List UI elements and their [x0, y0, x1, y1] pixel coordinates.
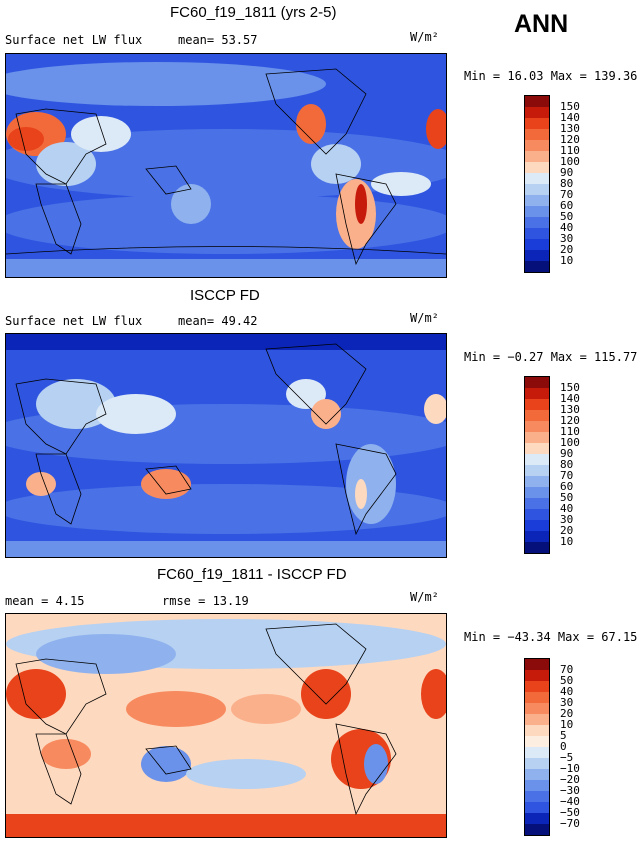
colorbar-tick: 110: [560, 144, 580, 157]
colorbar-tick: 20: [560, 524, 574, 537]
map-obs: [5, 333, 447, 558]
colorbar-tick: 50: [560, 491, 574, 504]
colorbar-tick: 20: [560, 243, 574, 256]
colorbar-tick: 20: [560, 707, 574, 720]
colorbar-tick: 90: [560, 447, 574, 460]
colorbar-tick: 30: [560, 513, 574, 526]
colorbar-tick: 5: [560, 729, 567, 742]
colorbar-tick: 140: [560, 392, 580, 405]
colorbar-tick: −40: [560, 795, 580, 808]
colorbar-tick: 40: [560, 685, 574, 698]
colorbar-tick: 50: [560, 674, 574, 687]
colorbar-tick: 10: [560, 535, 574, 548]
colorbar-tick: 130: [560, 403, 580, 416]
colorbar-tick: −5: [560, 751, 574, 764]
colorbar-model: [524, 95, 550, 273]
mean-value: mean = 4.15: [5, 594, 85, 608]
rmse-value: rmse = 13.19: [162, 594, 249, 608]
colorbar-tick: 40: [560, 221, 574, 234]
units-label: W/m²: [410, 311, 439, 325]
colorbar-tick: 70: [560, 188, 574, 201]
colorbar-tick: −10: [560, 762, 580, 775]
colorbar-tick: 80: [560, 177, 574, 190]
colorbar-tick: 60: [560, 480, 574, 493]
colorbar-tick: 10: [560, 254, 574, 267]
colorbar-tick: 30: [560, 696, 574, 709]
units-label: W/m²: [410, 30, 439, 44]
min-max-label: Min = −43.34 Max = 67.15: [464, 630, 638, 644]
colorbar-tick: 80: [560, 458, 574, 471]
colorbar-tick: 140: [560, 111, 580, 124]
colorbar-tick: −20: [560, 773, 580, 786]
colorbar-tick: 30: [560, 232, 574, 245]
units-label: W/m²: [410, 590, 439, 604]
min-max-label: Min = −0.27 Max = 115.77: [464, 350, 638, 364]
colorbar-tick: 70: [560, 663, 574, 676]
season-label: ANN: [514, 10, 569, 38]
colorbar-tick: 100: [560, 155, 580, 168]
variable-label: Surface net LW flux: [5, 314, 143, 328]
colorbar-tick: 130: [560, 122, 580, 135]
mean-value: mean= 53.57: [178, 33, 258, 47]
colorbar-obs: [524, 376, 550, 554]
colorbar-tick: −30: [560, 784, 580, 797]
colorbar-tick: 70: [560, 469, 574, 482]
colorbar-tick: 120: [560, 133, 580, 146]
colorbar-tick: 150: [560, 381, 580, 394]
colorbar-tick: 60: [560, 199, 574, 212]
colorbar-tick: 40: [560, 502, 574, 515]
colorbar-tick: 50: [560, 210, 574, 223]
variable-label: Surface net LW flux: [5, 33, 143, 47]
colorbar-tick: 90: [560, 166, 574, 179]
colorbar-tick: 150: [560, 100, 580, 113]
colorbar-tick: 0: [560, 740, 567, 753]
colorbar-tick: −70: [560, 817, 580, 830]
panel-title: ISCCP FD: [190, 287, 260, 304]
map-model: [5, 53, 447, 278]
colorbar-difference: [524, 658, 550, 836]
panel-title: FC60_f19_1811 (yrs 2-5): [170, 4, 337, 21]
min-max-label: Min = 16.03 Max = 139.36: [464, 69, 638, 83]
colorbar-tick: −50: [560, 806, 580, 819]
colorbar-tick: 120: [560, 414, 580, 427]
colorbar-tick: 110: [560, 425, 580, 438]
colorbar-tick: 10: [560, 718, 574, 731]
mean-value: mean= 49.42: [178, 314, 258, 328]
panel-title: FC60_f19_1811 - ISCCP FD: [157, 566, 347, 583]
colorbar-tick: 100: [560, 436, 580, 449]
map-difference: [5, 613, 447, 838]
